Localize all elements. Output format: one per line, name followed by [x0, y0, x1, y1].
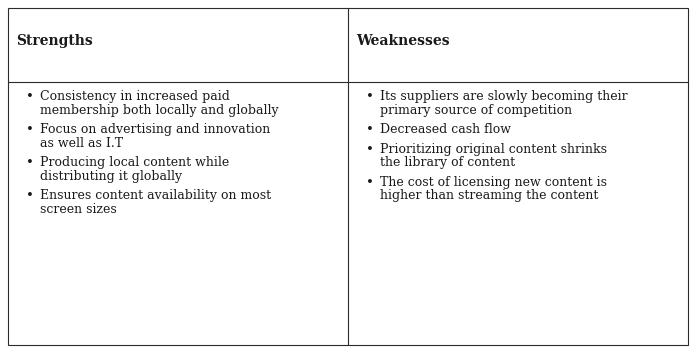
- Text: screen sizes: screen sizes: [40, 203, 117, 216]
- Text: Its suppliers are slowly becoming their: Its suppliers are slowly becoming their: [380, 90, 628, 103]
- Text: •: •: [26, 156, 34, 169]
- Text: •: •: [26, 90, 34, 103]
- Text: Prioritizing original content shrinks: Prioritizing original content shrinks: [380, 143, 607, 156]
- Text: •: •: [366, 90, 374, 103]
- Text: Decreased cash flow: Decreased cash flow: [380, 123, 511, 136]
- Text: Consistency in increased paid: Consistency in increased paid: [40, 90, 230, 103]
- Text: •: •: [366, 176, 374, 189]
- Text: Weaknesses: Weaknesses: [356, 34, 450, 48]
- Text: •: •: [366, 143, 374, 156]
- Text: •: •: [26, 189, 34, 202]
- Text: as well as I.T: as well as I.T: [40, 137, 123, 150]
- Text: Focus on advertising and innovation: Focus on advertising and innovation: [40, 123, 270, 136]
- Text: Strengths: Strengths: [16, 34, 93, 48]
- Text: primary source of competition: primary source of competition: [380, 104, 572, 116]
- Text: Producing local content while: Producing local content while: [40, 156, 229, 169]
- Text: distributing it globally: distributing it globally: [40, 170, 182, 183]
- Text: higher than streaming the content: higher than streaming the content: [380, 189, 599, 202]
- Text: •: •: [366, 123, 374, 136]
- Text: •: •: [26, 123, 34, 136]
- Text: Ensures content availability on most: Ensures content availability on most: [40, 189, 271, 202]
- Text: The cost of licensing new content is: The cost of licensing new content is: [380, 176, 607, 189]
- Text: membership both locally and globally: membership both locally and globally: [40, 104, 278, 116]
- Text: the library of content: the library of content: [380, 156, 515, 169]
